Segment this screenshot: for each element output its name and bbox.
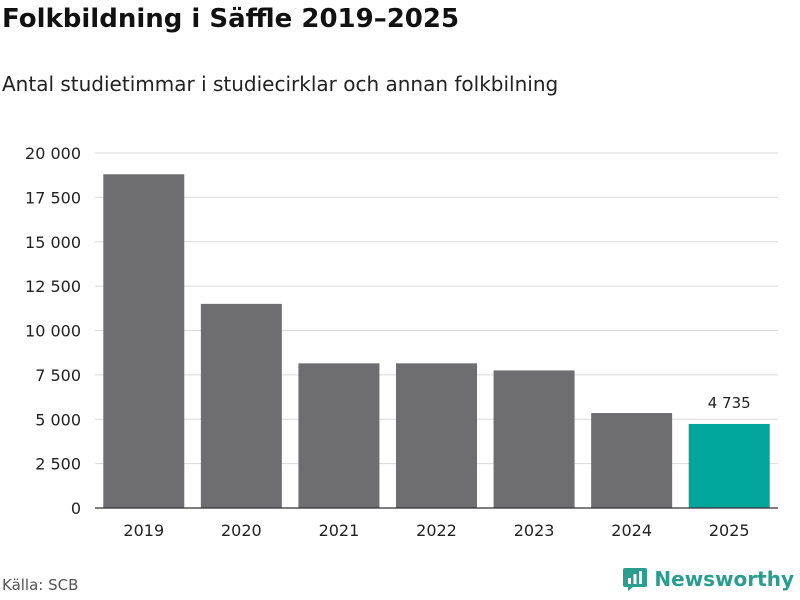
y-tick-label: 20 000 [25, 144, 81, 163]
x-tick-label: 2021 [319, 521, 360, 540]
y-tick-label: 17 500 [25, 188, 81, 207]
bar-2022 [396, 363, 477, 508]
x-tick-label: 2023 [514, 521, 555, 540]
y-tick-label: 12 500 [25, 277, 81, 296]
y-tick-label: 5 000 [35, 410, 81, 429]
x-tick-label: 2019 [123, 521, 164, 540]
bar-2020 [200, 303, 282, 508]
brand-name: Newsworthy [654, 567, 794, 591]
chart-subtitle: Antal studietimmar i studiecirklar och a… [2, 72, 559, 96]
bar-2025 [688, 423, 770, 508]
x-tick-label: 2022 [416, 521, 457, 540]
bar-2021 [298, 363, 380, 508]
bar-2024 [591, 413, 673, 508]
brand-logo: Newsworthy [622, 566, 794, 592]
source-note: Källa: SCB [2, 576, 79, 594]
newsworthy-logo-icon [623, 568, 648, 591]
bar-2023 [493, 370, 575, 508]
data-label: 4 735 [708, 394, 751, 412]
y-tick-label: 2 500 [35, 455, 81, 474]
x-tick-label: 2020 [221, 521, 262, 540]
y-tick-label: 0 [71, 499, 81, 518]
x-tick-label: 2025 [709, 521, 750, 540]
x-tick-label: 2024 [611, 521, 652, 540]
y-tick-label: 7 500 [35, 366, 81, 385]
y-tick-label: 15 000 [25, 233, 81, 252]
y-tick-label: 10 000 [25, 322, 81, 341]
chart-title: Folkbildning i Säffle 2019–2025 [2, 4, 460, 34]
bar-2019 [103, 174, 185, 509]
